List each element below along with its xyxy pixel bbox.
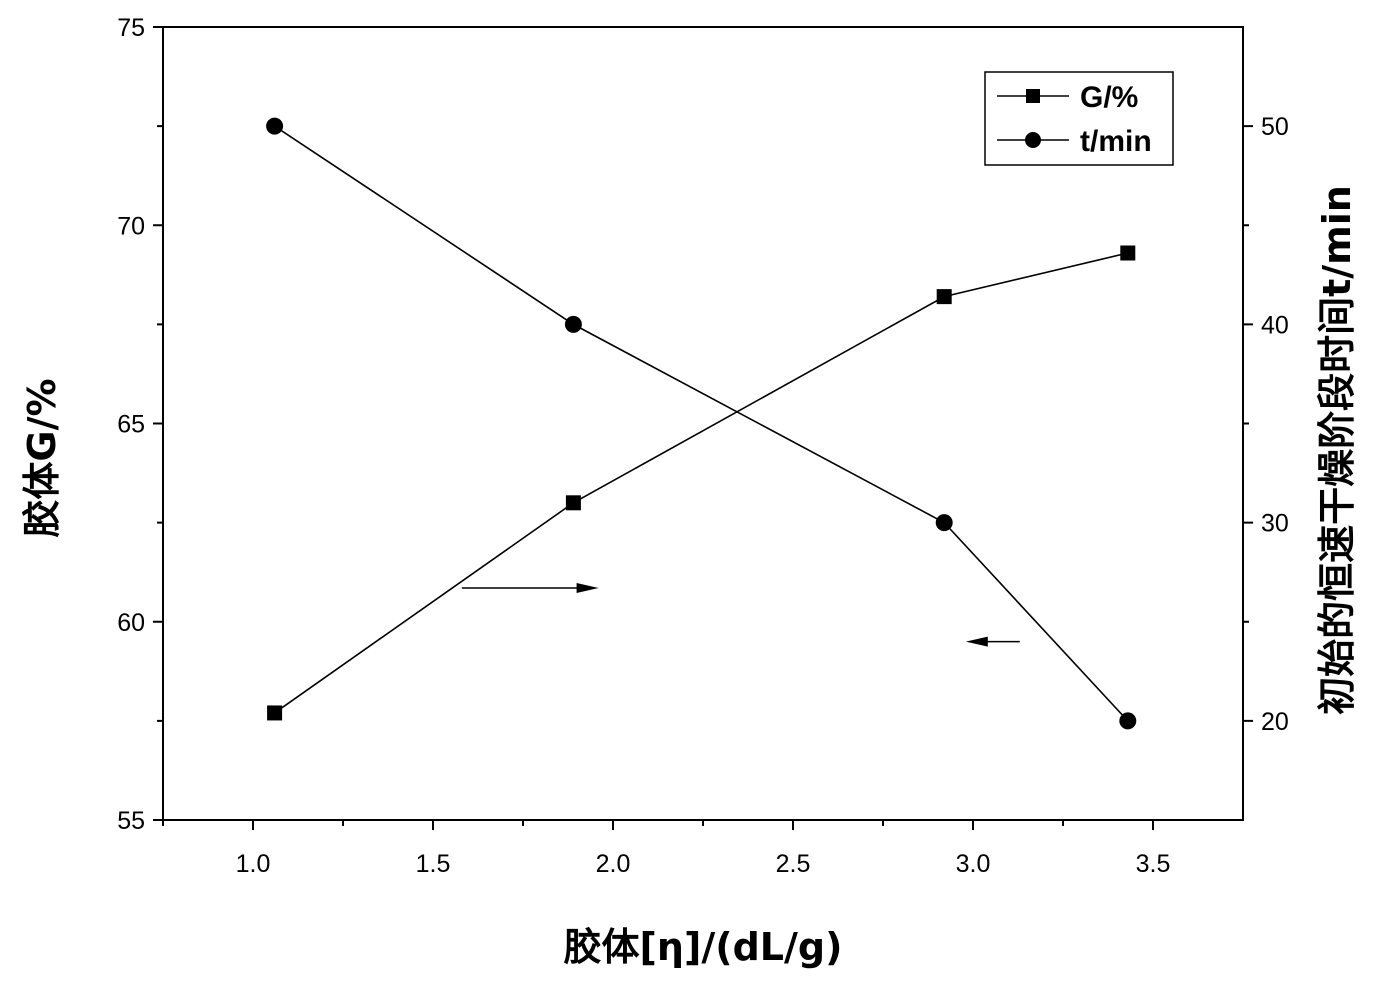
- data-point-square: [566, 495, 581, 510]
- y-left-tick-label: 65: [117, 411, 145, 439]
- data-point-square: [1120, 246, 1135, 261]
- x-tick-label: 2.0: [596, 850, 631, 878]
- legend: G/% t/min: [985, 72, 1173, 165]
- x-tick-label: 3.0: [956, 850, 991, 878]
- legend-label-t: t/min: [1080, 125, 1152, 158]
- y-right-tick-label: 20: [1261, 708, 1289, 736]
- x-tick-label: 1.0: [236, 850, 271, 878]
- data-point-circle: [266, 118, 283, 135]
- data-point-circle: [565, 316, 582, 333]
- y-left-axis-title: 胶体G/%: [20, 378, 64, 537]
- y-right-axis-title: 初始的恒速干燥阶段时间t/min: [1315, 185, 1359, 715]
- data-point-circle: [1119, 712, 1136, 729]
- y-right-tick-label: 40: [1261, 311, 1289, 339]
- y-left-tick-label: 55: [117, 807, 145, 835]
- data-point-square: [267, 705, 282, 720]
- x-axis-title: 胶体[η]/(dL/g): [564, 925, 843, 969]
- y-left-tick-label: 60: [117, 609, 145, 637]
- y-right-tick-label: 30: [1261, 510, 1289, 538]
- y-right-tick-label: 50: [1261, 113, 1289, 141]
- legend-marker-square: [1026, 89, 1040, 103]
- x-tick-label: 3.5: [1136, 850, 1171, 878]
- legend-label-g: G/%: [1080, 81, 1138, 114]
- x-tick-label: 1.5: [416, 850, 451, 878]
- y-left-tick-label: 75: [117, 14, 145, 42]
- legend-marker-circle: [1025, 132, 1041, 148]
- data-point-square: [937, 289, 952, 304]
- y-left-tick-label: 70: [117, 212, 145, 240]
- x-tick-label: 2.5: [776, 850, 811, 878]
- data-point-circle: [936, 514, 953, 531]
